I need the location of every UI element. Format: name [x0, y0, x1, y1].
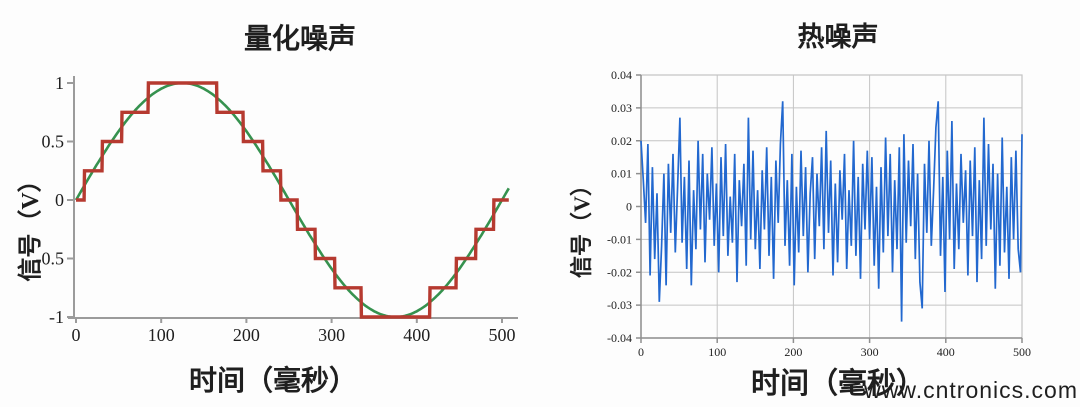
- quantization-noise-chart: 量化噪声 信号（V） 时间（毫秒） 1 0.5 0 -0.5 -1 0 100 200 300 4…: [16, 23, 518, 397]
- y-tick-label: 0: [55, 190, 64, 210]
- x-tick-label: 300: [318, 325, 345, 345]
- x-tick-label: 500: [1013, 345, 1031, 359]
- y-tick-label: 0.04: [611, 68, 632, 82]
- x-tick-label: 200: [784, 345, 802, 359]
- x-tick-label: 0: [638, 345, 644, 359]
- quantized-staircase-line: [76, 81, 509, 319]
- y-tick-label: -0.04: [607, 331, 632, 345]
- y-tick-label: 0: [626, 200, 632, 214]
- x-axis-label: 时间（毫秒）: [189, 364, 357, 397]
- x-tick-label: 500: [489, 325, 516, 345]
- y-tick-label: -0.5: [36, 249, 65, 269]
- y-tick-label: -1: [49, 307, 64, 327]
- y-tick-label: 0.03: [611, 101, 632, 115]
- x-tick-label: 200: [233, 325, 260, 345]
- x-axis-label: 时间（毫秒）: [751, 366, 925, 400]
- x-tick-label: 100: [148, 325, 175, 345]
- noise-signal-line: [640, 101, 1023, 322]
- thermal-noise-chart: 热噪声 信号（V） 时间（毫秒） 0.04 0.03 0.02 0.01 0 -0.01 -…: [569, 22, 1031, 400]
- y-tick-label: -0.03: [607, 298, 632, 312]
- y-tick-label: 0.01: [611, 167, 632, 181]
- series-lines: [640, 101, 1023, 322]
- y-tick-label: 0.02: [611, 134, 632, 148]
- x-tick-label: 400: [403, 325, 430, 345]
- x-tick-label: 0: [72, 325, 81, 345]
- y-axis-label: 信号（V）: [16, 168, 44, 281]
- y-axis-label: 信号（V）: [569, 174, 594, 278]
- y-tick-label: 0.5: [42, 132, 65, 152]
- y-tick-label: -0.02: [607, 265, 632, 279]
- y-tick-label: -0.01: [607, 232, 632, 246]
- axes-and-ticks: 1 0.5 0 -0.5 -1 0 100 200 300 400 500: [36, 73, 518, 345]
- x-tick-label: 300: [861, 345, 879, 359]
- series-lines: [74, 81, 510, 319]
- x-tick-label: 100: [708, 345, 726, 359]
- watermark-text: www.cntronics.com: [863, 377, 1078, 403]
- chart-title: 热噪声: [798, 22, 879, 52]
- x-tick-label: 400: [937, 345, 955, 359]
- chart-title: 量化噪声: [244, 23, 356, 55]
- y-tick-label: 1: [55, 73, 64, 93]
